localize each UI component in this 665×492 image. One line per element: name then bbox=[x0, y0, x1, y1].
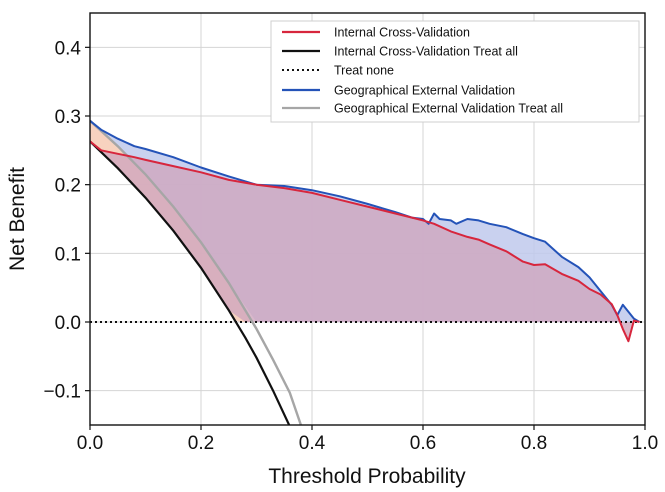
fill-areas bbox=[90, 120, 640, 342]
legend-label-external: Geographical External Validation bbox=[334, 84, 515, 98]
x-tick-label: 0.4 bbox=[299, 433, 326, 454]
legend-label-external-treat-all: Geographical External Validation Treat a… bbox=[334, 102, 563, 116]
series-line-external-treat-all bbox=[90, 119, 303, 425]
y-tick-label: −0.1 bbox=[43, 382, 81, 403]
y-tick-label: 0.1 bbox=[55, 244, 81, 265]
x-axis-title: Threshold Probability bbox=[268, 465, 466, 488]
legend-label-internal-treat-all: Internal Cross-Validation Treat all bbox=[334, 45, 518, 59]
series-lines bbox=[90, 119, 645, 425]
series-line-external bbox=[90, 120, 641, 323]
series-line-internal-treat-all bbox=[90, 140, 291, 425]
plot-frame bbox=[89, 12, 646, 426]
x-tick-label: 1.0 bbox=[632, 433, 658, 454]
x-tick-label: 0.2 bbox=[188, 433, 214, 454]
legend-label-internal: Internal Cross-Validation bbox=[334, 26, 470, 40]
x-tick-label: 0.0 bbox=[77, 433, 103, 454]
series-line-internal bbox=[90, 140, 640, 343]
legend-box bbox=[270, 20, 640, 123]
axis-ticks: 0.0 0.2 0.4 0.6 0.8 1.0 −0.1 0.0 0.1 0.2 0.3 0.4 bbox=[43, 38, 658, 454]
y-axis-title: Net Benefit bbox=[6, 167, 29, 271]
y-tick-label: 0.2 bbox=[55, 176, 81, 197]
y-tick-label: 0.0 bbox=[55, 313, 81, 334]
y-tick-label: 0.3 bbox=[55, 107, 81, 128]
legend-label-treat-none: Treat none bbox=[334, 64, 394, 78]
x-tick-label: 0.8 bbox=[521, 433, 547, 454]
fill-internal-benefit bbox=[90, 141, 640, 342]
y-tick-label: 0.4 bbox=[55, 38, 82, 59]
legend: Internal Cross-Validation Internal Cross… bbox=[270, 20, 640, 123]
x-tick-label: 0.6 bbox=[410, 433, 436, 454]
